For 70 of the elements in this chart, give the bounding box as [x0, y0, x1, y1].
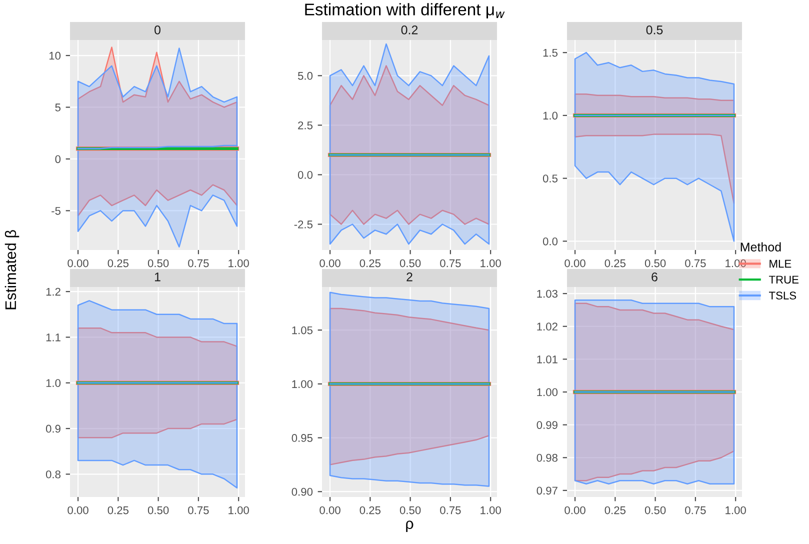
x-tick-label: 0.75 — [440, 259, 461, 268]
x-tick-label: 0.75 — [440, 506, 461, 514]
y-tick-label: 1.1 — [46, 334, 60, 342]
y-tick-label: 1.03 — [537, 290, 558, 298]
y-tick-label: 0.98 — [536, 454, 558, 462]
x-tick-label: 0.50 — [644, 506, 666, 514]
x-axis-title: ρ — [406, 520, 414, 532]
legend-label: MLE — [770, 260, 792, 268]
y-tick-label: 0.0 — [298, 170, 313, 179]
y-axis-title: Estimated β — [4, 230, 20, 310]
x-tick-label: 0.00 — [564, 506, 586, 514]
x-tick-label: 0.00 — [68, 506, 88, 514]
x-tick-label: 0.25 — [360, 506, 381, 514]
y-tick-label: 1.0 — [46, 379, 61, 388]
x-tick-label: 0.50 — [148, 506, 169, 514]
legend-title: Method — [740, 242, 781, 252]
y-tick-label: -2.5 — [294, 220, 313, 228]
chart-title: 0.5 — [646, 26, 663, 34]
x-tick-label: 0.25 — [604, 506, 626, 514]
x-tick-label: 0.25 — [108, 259, 129, 268]
y-tick-label: 0.99 — [536, 421, 558, 429]
y-tick-label: 1.2 — [46, 288, 60, 296]
y-tick-label: 1.01 — [537, 355, 558, 364]
y-tick-label: 0.9 — [46, 424, 60, 433]
y-tick-label: 1.0 — [543, 112, 558, 120]
y-tick-label: 1.00 — [537, 388, 558, 396]
x-tick-label: 0.50 — [644, 259, 666, 268]
x-tick-label: 0.50 — [148, 259, 169, 268]
chart-title: 0 — [154, 26, 160, 34]
x-tick-label: 0.50 — [400, 259, 421, 268]
text: Estimation with different μ$_{w}$ — [305, 3, 505, 18]
y-tick-label: 10 — [49, 52, 61, 60]
y-tick-label: 0.8 — [46, 470, 60, 478]
legend-label: TSLS — [769, 292, 796, 300]
x-tick-label: 0.25 — [604, 259, 626, 268]
chart-title: 6 — [652, 272, 658, 282]
x-tick-label: 0.00 — [320, 259, 340, 268]
x-tick-label: 1.00 — [228, 506, 249, 514]
x-tick-label: 0.50 — [400, 506, 421, 514]
y-tick-label: 5 — [55, 104, 61, 112]
chart-title: 0.2 — [401, 26, 418, 34]
y-tick-label: 5.0 — [298, 72, 313, 80]
y-tick-label: 0.97 — [536, 486, 558, 495]
x-tick-label: 0.00 — [68, 259, 88, 268]
y-tick-label: 1.5 — [543, 48, 558, 57]
legend-label: TRUE — [769, 276, 799, 284]
x-tick-label: 0.75 — [188, 506, 209, 514]
y-tick-label: 1.05 — [292, 326, 313, 334]
x-tick-label: 1.00 — [228, 259, 249, 268]
y-tick-label: 0.5 — [542, 174, 558, 182]
x-tick-label: 0.00 — [320, 506, 340, 514]
x-tick-label: 1.00 — [480, 506, 501, 514]
y-tick-label: -5 — [52, 207, 61, 215]
x-tick-label: 1.00 — [726, 506, 746, 514]
y-tick-label: 1.02 — [537, 322, 558, 331]
x-tick-label: 0.75 — [685, 259, 706, 268]
x-tick-label: 1.00 — [480, 259, 501, 268]
y-tick-label: 0.90 — [292, 488, 313, 496]
x-tick-label: 0.25 — [360, 259, 381, 268]
y-tick-label: 2.5 — [298, 121, 313, 130]
chart-title: 2 — [406, 272, 412, 282]
x-tick-label: 0.25 — [108, 506, 129, 514]
y-tick-label: 0 — [55, 155, 61, 164]
chart-title: 1 — [154, 272, 160, 282]
y-tick-label: 0.0 — [542, 237, 558, 246]
y-tick-label: 0.95 — [292, 434, 313, 442]
y-tick-label: 1.00 — [292, 380, 313, 388]
x-tick-label: 0.00 — [564, 259, 586, 268]
x-tick-label: 0.75 — [188, 259, 209, 268]
x-tick-label: 0.75 — [685, 506, 706, 514]
